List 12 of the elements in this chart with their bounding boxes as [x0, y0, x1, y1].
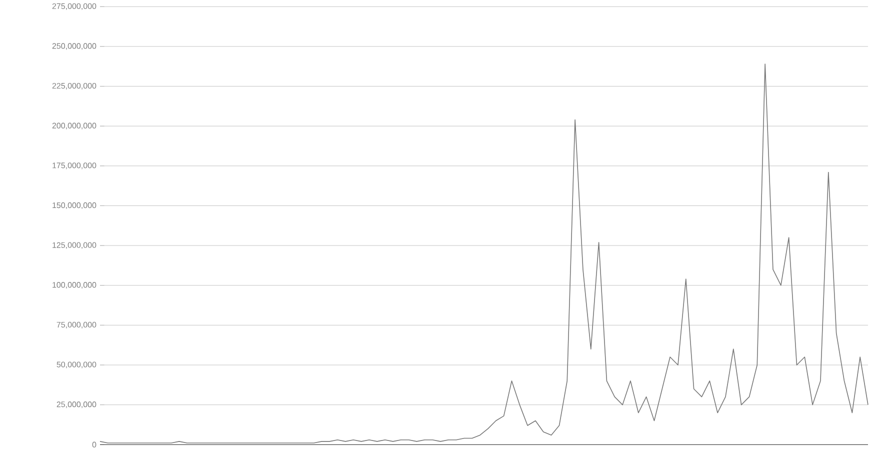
y-tick-label: 0 [92, 442, 96, 448]
y-tick-label: 50,000,000 [56, 362, 96, 368]
y-tick-label: 75,000,000 [56, 322, 96, 329]
y-tick-label: 275,000,000 [52, 4, 96, 10]
y-tick-label: 225,000,000 [52, 83, 96, 90]
y-tick-label: 175,000,000 [52, 162, 96, 170]
y-tick-label: 100,000,000 [52, 282, 96, 289]
y-tick-label: 200,000,000 [52, 122, 96, 130]
y-tick-label: 25,000,000 [56, 402, 96, 408]
y-tick-label: 125,000,000 [52, 242, 96, 250]
y-tick-label: 250,000,000 [52, 43, 96, 50]
y-tick-label: 150,000,000 [52, 202, 96, 210]
